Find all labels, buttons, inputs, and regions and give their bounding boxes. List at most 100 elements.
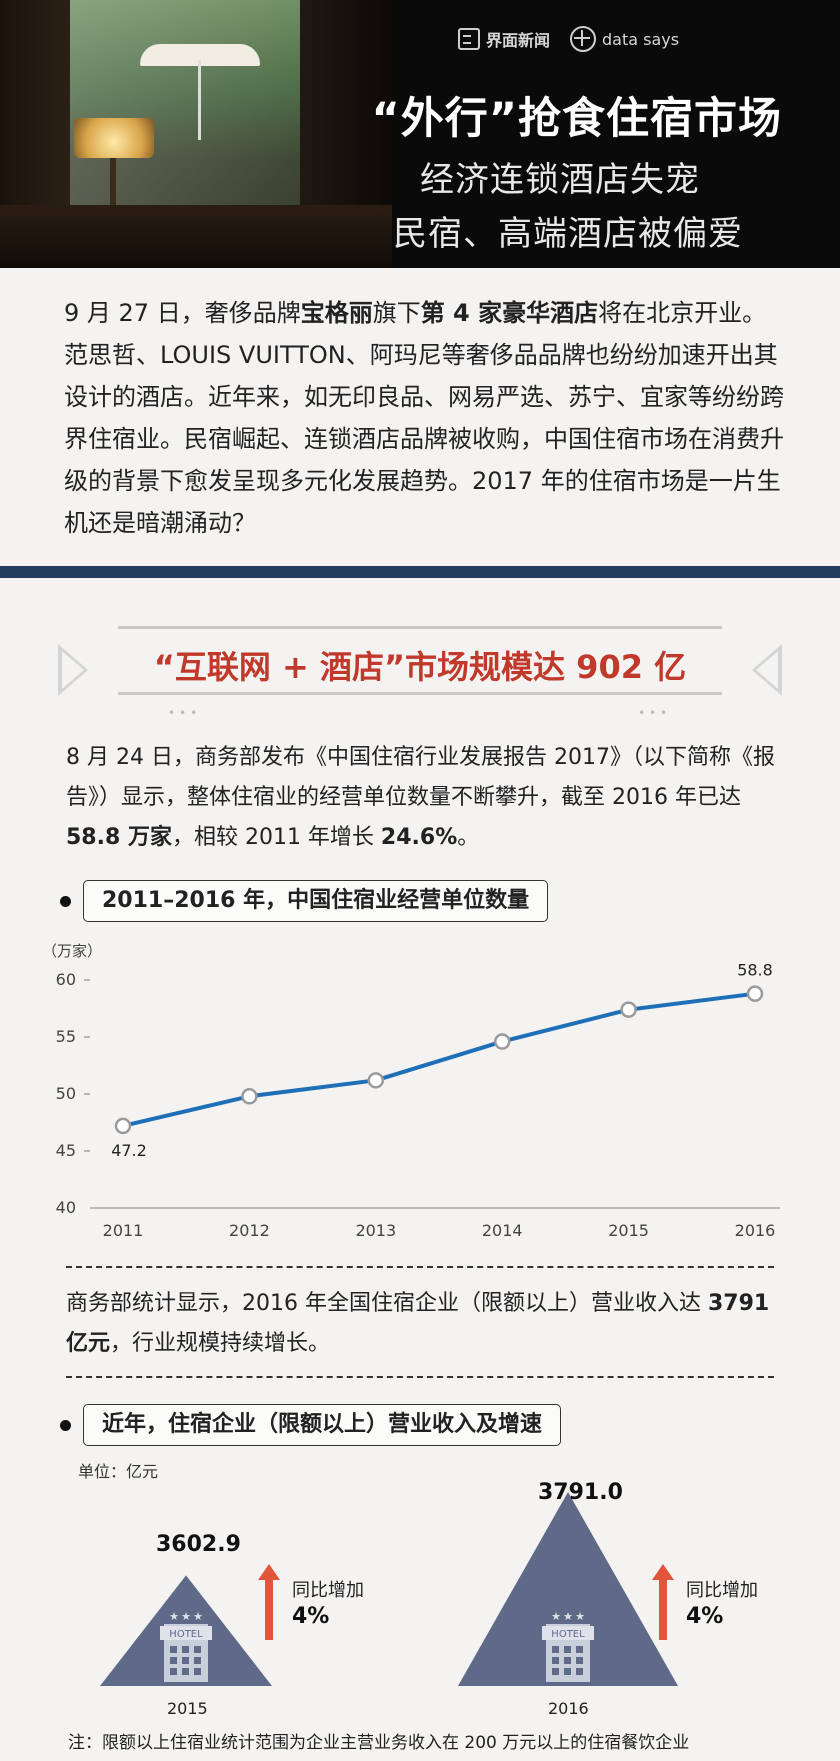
y-tick-label: 40 [56, 1198, 76, 1217]
hotel-window [194, 1646, 201, 1653]
y-tick-label: 55 [56, 1027, 76, 1046]
hotel-window [170, 1668, 177, 1675]
value-label-2016: 3791.0 [538, 1480, 623, 1505]
data-point [241, 1088, 258, 1105]
para-text: 商务部统计显示，2016 年全国住宿企业（限额以上）营业收入达 [66, 1291, 708, 1316]
x-tick-label: 2015 [608, 1221, 649, 1240]
hotel-sign-text: HOTEL [169, 1629, 203, 1640]
brand-sub: data says [602, 29, 680, 49]
intro-bold: 第 4 家豪华酒店 [420, 299, 599, 327]
intro-bold: 宝格丽 [300, 299, 373, 327]
y-tick-label: 60 [56, 970, 76, 989]
hotel-window [552, 1657, 559, 1664]
section-banner: “互联网 + 酒店”市场规模达 902 亿 ••• ••• [58, 620, 782, 720]
hotel-building-icon: HOTEL★ ★ ★ [160, 1610, 212, 1682]
dots-decoration: ••• [638, 706, 672, 720]
star-icon: ★ [563, 1610, 573, 1623]
hero-header: 界面新闻 data says “外行”抢食住宿市场 经济连锁酒店失宠 民宿、高端… [0, 0, 840, 268]
year-label-2015: 2015 [167, 1699, 208, 1718]
hotel-window [170, 1657, 177, 1664]
growth-label: 同比增加 [686, 1580, 758, 1601]
brand-name: 界面新闻 [486, 31, 551, 50]
star-icon: ★ [575, 1610, 585, 1623]
brand-bar: 界面新闻 data says [458, 26, 679, 52]
hotel-window [564, 1668, 571, 1675]
data-point [367, 1072, 385, 1089]
para-text: ，行业规模持续增长。 [110, 1331, 331, 1356]
intro-text: 9 月 27 日，奢侈品牌 [64, 299, 301, 327]
hotel-building-icon: HOTEL★ ★ ★ [542, 1610, 594, 1682]
hotel-window [182, 1668, 189, 1675]
intro-text: 旗下 [372, 299, 421, 327]
up-arrow-icon [652, 1564, 674, 1640]
growth-value: 4% [686, 1604, 724, 1629]
section-heading-units: 2011–2016 年，中国住宿业经营单位数量 [60, 880, 549, 922]
para-bold: 3791 亿元 [66, 1291, 770, 1356]
hotel-window [564, 1646, 571, 1653]
datasays-icon [570, 26, 597, 52]
paragraph-revenue: 商务部统计显示，2016 年全国住宿企业（限额以上）营业收入达 3791 亿元，… [66, 1284, 778, 1364]
hotel-window [170, 1646, 177, 1653]
growth-value: 4% [292, 1604, 330, 1629]
intro-text: 将在北京开业。范思哲、LOUIS VUITTON、阿玛尼等奢侈品品牌也纷纷加速开… [64, 299, 784, 537]
para-text: ，相较 2011 年增长 [171, 825, 381, 850]
x-tick-label: 2012 [229, 1221, 270, 1240]
hotel-window [576, 1646, 583, 1653]
jiemian-logo: 界面新闻 [458, 27, 550, 51]
hotel-window [182, 1657, 189, 1664]
subtitle-1: 经济连锁酒店失宠 [420, 160, 700, 200]
hotel-window [564, 1657, 571, 1664]
intro-paragraph: 9 月 27 日，奢侈品牌宝格丽旗下第 4 家豪华酒店将在北京开业。范思哲、LO… [64, 292, 784, 544]
data-point [114, 1117, 132, 1135]
datasays-logo: data says [570, 26, 679, 52]
unit-label: 单位：亿元 [78, 1462, 159, 1481]
series-line [122, 991, 756, 1128]
hotel-window [576, 1657, 583, 1664]
section-heading-revenue: 近年，住宿企业（限额以上）营业收入及增速 [60, 1404, 562, 1446]
para-bold: 24.6% [380, 825, 458, 850]
section-title: 近年，住宿企业（限额以上）营业收入及增速 [83, 1404, 562, 1446]
y-tick-label: 45 [56, 1141, 76, 1160]
dashed-divider [66, 1266, 774, 1268]
x-tick-label: 2014 [482, 1221, 523, 1240]
x-tick-label: 2013 [355, 1221, 396, 1240]
dashed-divider [66, 1376, 774, 1378]
y-axis-unit: （万家） [42, 942, 102, 960]
star-icon: ★ [551, 1610, 561, 1623]
hotel-window [552, 1668, 559, 1675]
x-tick-label: 2016 [735, 1221, 776, 1240]
hotel-window [194, 1657, 201, 1664]
banner-title: “互联网 + 酒店”市场规模达 902 亿 [153, 648, 687, 686]
para-text: 8 月 24 日，商务部发布《中国住宿行业发展报告 2017》（以下简称《报告》… [66, 745, 775, 810]
growth-indicator-2015: 同比增加 4% [258, 1564, 364, 1640]
growth-label: 同比增加 [292, 1580, 364, 1601]
hotel-sign-text: HOTEL [551, 1629, 585, 1640]
data-point [746, 985, 764, 1002]
hotel-window [576, 1668, 583, 1675]
data-label: 58.8 [737, 961, 773, 980]
bullet-icon [60, 1419, 71, 1431]
star-icon: ★ [193, 1610, 203, 1623]
up-arrow-icon [258, 1564, 280, 1640]
section-title: 2011–2016 年，中国住宿业经营单位数量 [83, 880, 549, 922]
para-bold: 58.8 万家 [66, 825, 172, 850]
hotel-window [552, 1646, 559, 1653]
paragraph-report: 8 月 24 日，商务部发布《中国住宿行业发展报告 2017》（以下简称《报告》… [66, 738, 778, 858]
year-label-2016: 2016 [548, 1699, 589, 1718]
section-separator [0, 566, 840, 578]
jiemian-icon [458, 28, 480, 50]
star-icon: ★ [169, 1610, 179, 1623]
x-tick-label: 2011 [103, 1221, 144, 1240]
hotel-sign [542, 1626, 594, 1640]
growth-indicator-2016: 同比增加 4% [652, 1564, 758, 1640]
subtitle-2: 民宿、高端酒店被偏爱 [393, 214, 743, 254]
para-text: 。 [457, 825, 480, 850]
hotel-sign [160, 1626, 212, 1640]
star-icon: ★ [181, 1610, 191, 1623]
line-chart: （万家） 40 45 50 55 60 2011 2012 2013 2014 2015 2016 47… [42, 942, 780, 1240]
page-title: “外行”抢食住宿市场 [371, 94, 782, 144]
hotel-window [182, 1646, 189, 1653]
data-point [620, 1001, 637, 1018]
footnote: 注：限额以上住宿业统计范围为企业主营业务收入在 200 万元以上的住宿餐饮企业 [68, 1733, 690, 1753]
revenue-pyramid-2016 [458, 1492, 678, 1686]
